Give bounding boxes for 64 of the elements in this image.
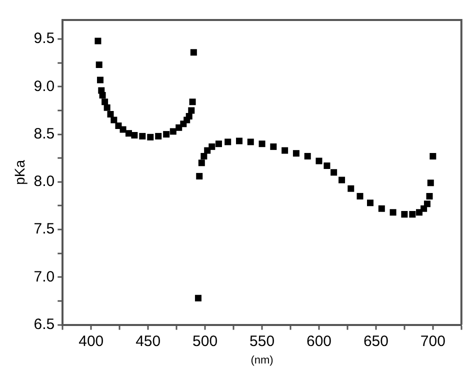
point [102,98,108,106]
point [198,160,205,166]
point [378,205,385,212]
point [215,140,222,148]
point [236,138,242,144]
point [208,143,216,150]
point [330,169,338,176]
point [270,143,277,150]
point [96,62,102,68]
point [139,132,146,140]
x-tick-label: 550 [250,332,275,350]
point [304,152,311,160]
point [427,180,434,186]
point [430,152,436,160]
point [163,131,170,138]
point [194,294,202,302]
point [147,134,154,140]
point [409,211,416,218]
y-tick-label: 6.5 [34,316,55,333]
x-tick-label: 600 [306,332,332,350]
y-tick-label: 7.5 [34,220,55,238]
text: 9.0 [34,78,55,95]
point [96,76,104,84]
point [200,152,208,160]
point [110,116,118,124]
point [188,107,195,114]
text: 8.0 [34,173,55,190]
x-tick-label: 400 [78,332,104,350]
point [99,92,106,98]
point [282,147,288,154]
point [190,49,197,56]
point [348,185,354,192]
point [131,132,138,139]
point [316,158,322,164]
point [247,138,254,146]
y-tick-label: 8.5 [34,125,55,142]
point [186,112,192,120]
point [170,128,176,135]
point [356,192,364,200]
point [155,132,162,140]
point [367,200,374,206]
point [424,200,430,208]
point [104,104,110,111]
y-tick-label: 9.5 [34,30,55,48]
point [224,138,232,146]
point [94,38,102,44]
y-axis-title: pKa [11,160,28,185]
x-axis-title: (nm) [250,354,274,366]
x-tick-label: 500 [192,332,218,350]
point [258,140,266,148]
x-tick-label: 700 [420,332,446,350]
point [189,98,196,106]
point [292,150,300,157]
point [401,211,408,218]
point [120,126,126,133]
point [338,176,346,184]
point [324,162,330,169]
text: 7.0 [34,268,55,286]
x-tick-label: 650 [363,332,388,350]
point [107,111,114,118]
point [196,172,203,180]
x-tick-label: 450 [136,332,161,350]
point [426,192,433,200]
point [390,209,396,216]
